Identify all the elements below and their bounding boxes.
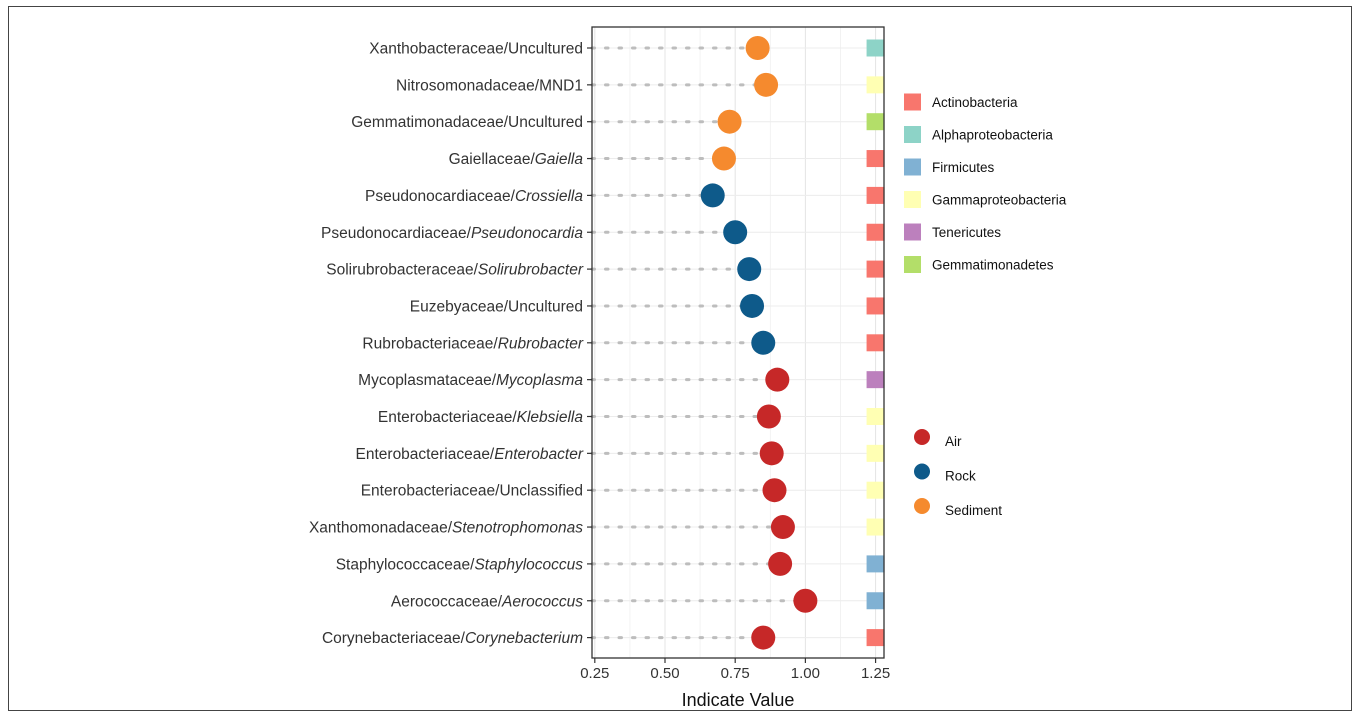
y-tick-label: Corynebacteriaceae/Corynebacterium [322,630,583,647]
phylum-marker [866,592,885,610]
data-point-air [765,367,790,392]
x-tick-label: 0.75 [721,665,750,682]
phylum-marker [866,260,885,278]
legend-label: Air [945,434,962,449]
legend-key-square [904,158,921,176]
phylum-marker [866,555,885,573]
y-tick-label: Enterobacteriaceae/Unclassified [361,483,583,500]
y-tick-label: Enterobacteriaceae/Klebsiella [378,409,583,426]
legend-label: Alphaproteobacteria [932,128,1053,143]
data-point-rock [723,220,748,245]
phylum-marker [866,39,885,57]
y-tick-label: Aerococcaceae/Aerococcus [391,593,583,610]
legend-label: Actinobacteria [932,95,1018,110]
data-point-sediment [717,109,742,134]
legend-label: Gammaproteobacteria [932,193,1067,208]
y-tick-label: Gemmatimonadaceae/Uncultured [351,114,583,131]
phylum-marker [866,408,885,425]
y-tick-label: Xanthomonadaceae/Stenotrophomonas [309,520,583,537]
legend-key-circle [914,463,930,480]
data-point-rock [700,183,725,208]
phylum-marker [866,223,885,241]
legend-label: Firmicutes [932,160,995,175]
phylum-marker [866,629,885,647]
y-tick-label: Pseudonocardiaceae/Pseudonocardia [321,225,583,242]
legend-group: Air Rock Sediment [914,429,1002,518]
phylum-marker [866,518,885,536]
y-tick-label: Mycoplasmataceae/Mycoplasma [358,372,583,389]
x-tick-label: 1.25 [861,665,890,682]
data-point-sediment [754,72,779,97]
y-tick-label: Gaiellaceae/Gaiella [449,151,584,168]
data-point-rock [751,330,776,355]
y-tick-label: Xanthobacteraceae/Uncultured [369,41,583,58]
legend-label: Sediment [945,503,1002,518]
y-tick-label: Euzebyaceae/Uncultured [410,298,583,315]
legend-phylum: Actinobacteria Alphaproteobacteria Firmicu… [904,93,1067,273]
y-tick-label: Staphylococcaceae/Staphylococcus [336,556,584,573]
data-point-air [756,404,781,429]
legend-key-square [904,191,921,208]
x-tick-label: 1.00 [791,665,820,682]
data-point-air [762,478,787,503]
phylum-marker [866,76,885,94]
data-point-rock [737,257,762,282]
legend-key-circle [914,498,930,514]
x-axis-title: Indicate Value [682,690,795,710]
plot-panel [590,26,885,659]
x-tick-label: 0.50 [650,665,679,682]
data-point-air [759,441,784,466]
phylum-marker [866,444,885,462]
x-tick-label: 0.25 [580,665,609,682]
y-tick-label: Pseudonocardiaceae/Crossiella [365,188,583,205]
legend-key-circle [914,429,930,445]
phylum-marker [866,150,885,168]
data-point-sediment [745,36,770,60]
data-point-air [751,625,776,650]
legend-key-square [904,223,921,241]
legend-key-square [904,126,921,143]
phylum-marker [866,334,885,352]
legend-key-square [904,93,921,111]
y-tick-label: Enterobacteriaceae/Enterobacter [356,446,584,463]
data-point-sediment [711,146,736,171]
data-point-air [768,551,793,576]
phylum-marker [866,186,885,204]
data-point-rock [740,293,765,318]
phylum-marker [866,297,885,315]
data-point-air [793,588,818,613]
phylum-marker [866,371,885,389]
phylum-marker [866,481,885,499]
data-point-air [770,515,795,540]
legend-label: Tenericutes [932,225,1001,240]
y-tick-label: Solirubrobacteraceae/Solirubrobacter [326,262,584,279]
legend-label: Gemmatimonadetes [932,258,1054,273]
y-axis-labels: Xanthobacteraceae/Uncultured Nitrosomonad… [309,41,592,647]
y-tick-label: Rubrobacteriaceae/Rubrobacter [362,335,583,352]
legend-key-square [904,256,921,273]
legend-label: Rock [945,469,976,484]
x-axis: 0.25 0.50 0.75 1.00 1.25 [580,658,890,682]
phylum-marker [866,113,885,131]
y-tick-label: Nitrosomonadaceae/MND1 [396,77,583,94]
